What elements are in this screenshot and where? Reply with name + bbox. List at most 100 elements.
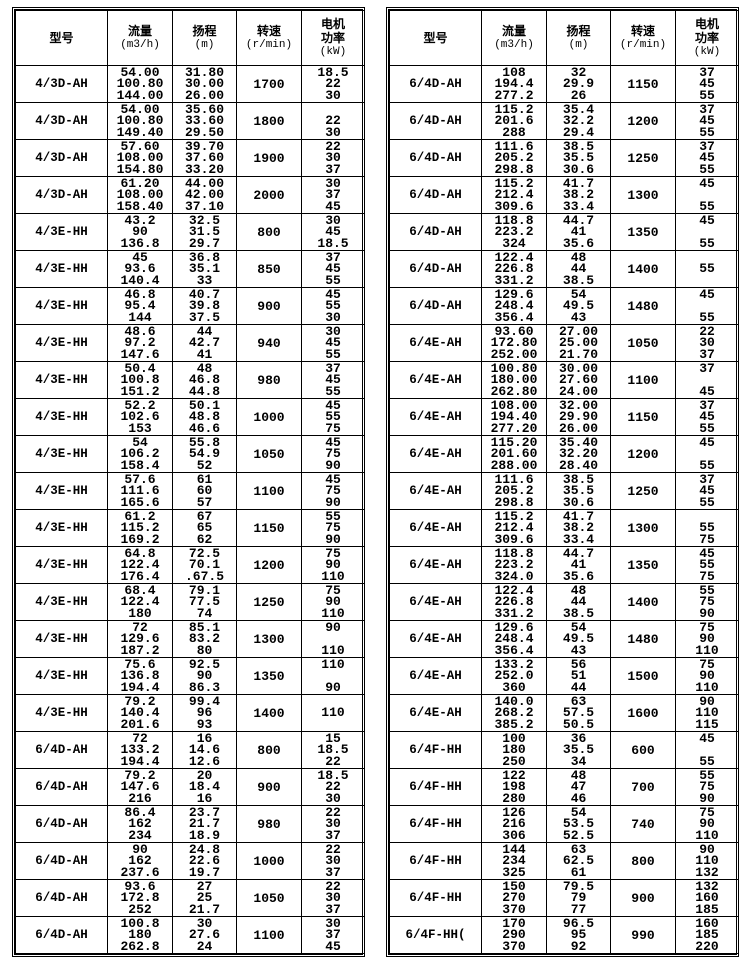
model-cell: 6/4D-AH — [15, 731, 108, 769]
header-flow-label: 流量 — [127, 24, 152, 38]
head-values: 92.5 90 86.3 — [173, 658, 236, 694]
head-value: 37.60 — [184, 150, 224, 166]
table-row: 6/4D-AH 86.4 162 234 23.7 21.7 18.9 980 22 30 37 — [15, 805, 365, 843]
power-cell: 37 45 55 — [301, 250, 365, 288]
power-cell: 45 55 75 — [675, 546, 739, 584]
flow-value: 100.80 — [116, 76, 164, 92]
power-value: 30 — [325, 853, 341, 869]
head-value: 83.2 — [188, 631, 221, 647]
head-values: 23.7 21.7 18.9 — [173, 806, 236, 842]
power-value: 18.5 — [317, 768, 349, 784]
power-value: 22 — [325, 805, 341, 821]
power-value: 90 — [699, 790, 715, 806]
flow-values: 79.2 147.6 216 — [108, 769, 172, 805]
flow-value: 144 — [128, 309, 152, 325]
model-cell: 6/4D-AH — [389, 139, 482, 177]
power-value: 45 — [699, 383, 715, 399]
header-power: 电机 功率 (kW) — [301, 10, 365, 66]
flow-value: 122.4 — [494, 250, 534, 266]
power-value: 90 — [325, 620, 341, 636]
flow-value: 61.20 — [120, 176, 160, 192]
table-row: 6/4D-AH 115.2 201.6 288 35.4 32.2 29.4 1200 37 45… — [389, 102, 739, 140]
flow-value: 45 — [132, 250, 148, 266]
head-value: 65 — [196, 520, 213, 536]
power-value: 90 — [699, 631, 715, 647]
flow-value: 90 — [132, 224, 148, 240]
flow-value: 129.6 — [120, 631, 160, 647]
flow-value: 165.6 — [120, 494, 160, 510]
model-cell: 6/4E-AH — [389, 657, 482, 695]
head-value: 57.5 — [562, 705, 595, 721]
flow-values: 100 180 250 — [482, 732, 546, 768]
head-value: 29.7 — [188, 235, 221, 251]
head-value: 72.5 — [188, 546, 221, 562]
power-values: 75 90 110 — [676, 620, 738, 657]
head-value: 20 — [196, 768, 213, 784]
head-value: 61 — [196, 472, 213, 488]
head-value: 37.5 — [188, 309, 221, 325]
flow-value: 169.2 — [120, 531, 160, 547]
speed-cell: 1480 — [610, 287, 676, 325]
flow-value: 252.00 — [490, 346, 538, 362]
table-row: 6/4F-HH 144 234 325 63 62.5 61 800 90 110 132 — [389, 842, 739, 880]
head-values: 48 44 38.5 — [547, 251, 610, 287]
flow-values: 126 216 306 — [482, 806, 546, 842]
flow-values: 170 290 370 — [482, 917, 546, 953]
speed-cell: 1200 — [610, 435, 676, 473]
speed-cell: 2000 — [236, 176, 302, 214]
power-value: 110 — [321, 705, 345, 721]
flow-value: 268.2 — [494, 705, 534, 721]
flow-values: 86.4 162 234 — [108, 806, 172, 842]
speed-cell: 1700 — [236, 65, 302, 103]
flow-value: 122.4 — [494, 583, 534, 599]
flow-values: 133.2 252.0 360 — [482, 658, 546, 694]
power-value: 75 — [699, 620, 715, 636]
head-value: 25 — [196, 890, 213, 906]
head-value: 35.5 — [562, 742, 595, 758]
header-flow-label: 流量 — [501, 24, 526, 38]
flow-values: 48.6 97.2 147.6 — [108, 325, 172, 361]
power-cell: 37 45 55 — [675, 398, 739, 436]
head-values: 85.1 83.2 80 — [173, 620, 236, 657]
head-value: 29.4 — [562, 124, 595, 140]
flow-value: 115.2 — [494, 509, 534, 525]
flow-value: 288.00 — [490, 457, 538, 473]
head-value: 24.00 — [558, 383, 598, 399]
flow-value: 237.6 — [120, 864, 160, 880]
head-value: 18.4 — [188, 779, 221, 795]
flow-value: 140.4 — [120, 272, 160, 288]
flow-value: 136.8 — [120, 235, 160, 251]
flow-value: 102.6 — [120, 409, 160, 425]
flow-value: 309.6 — [494, 531, 534, 547]
power-value: 185 — [695, 901, 719, 917]
power-value: 55 — [699, 557, 715, 573]
power-cell: 160 185 220 — [675, 916, 739, 954]
pump-spec-table-right: 型号 流量 (m3/h) 扬程 (m) 转速 (r/min) 电机 功率 (kW) 6/… — [386, 7, 739, 957]
head-value: 85.1 — [188, 620, 221, 636]
speed-cell: 1050 — [236, 435, 302, 473]
flow-cell: 54.00 100.80 144.00 — [107, 65, 173, 103]
flow-value: 162 — [128, 853, 152, 869]
header-head-unit: (m) — [194, 39, 215, 51]
head-cell: 48 44 38.5 — [546, 250, 611, 288]
head-value: 30.6 — [562, 494, 595, 510]
flow-value: 149.40 — [116, 124, 164, 140]
head-values: 31.80 30.00 26.00 — [173, 66, 236, 102]
flow-cell: 122.4 226.8 331.2 — [481, 583, 547, 621]
head-value: 93 — [196, 716, 213, 732]
power-values: 45 75 90 — [302, 473, 364, 509]
header-row: 型号 流量 (m3/h) 扬程 (m) 转速 (r/min) 电机 功率 (kW) — [389, 10, 739, 66]
flow-value: 100.80 — [490, 361, 538, 377]
power-value: 45 — [325, 335, 341, 351]
model-cell: 6/4D-AH — [15, 805, 108, 843]
power-value: 90 — [325, 679, 341, 695]
table-row: 4/3D-AH 57.60 108.00 154.80 39.70 37.60 33.20 1… — [15, 139, 365, 177]
flow-cell: 129.6 248.4 356.4 — [481, 620, 547, 658]
flow-cell: 61.20 108.00 158.40 — [107, 176, 173, 214]
flow-cell: 75.6 136.8 194.4 — [107, 657, 173, 695]
table-row: 6/4E-AH 118.8 223.2 324.0 44.7 41 35.6 1350 45 55… — [389, 546, 739, 584]
power-value: 75 — [699, 805, 715, 821]
head-value: 60 — [196, 483, 213, 499]
speed-cell: 1100 — [236, 916, 302, 954]
flow-values: 72 133.2 194.4 — [108, 732, 172, 768]
